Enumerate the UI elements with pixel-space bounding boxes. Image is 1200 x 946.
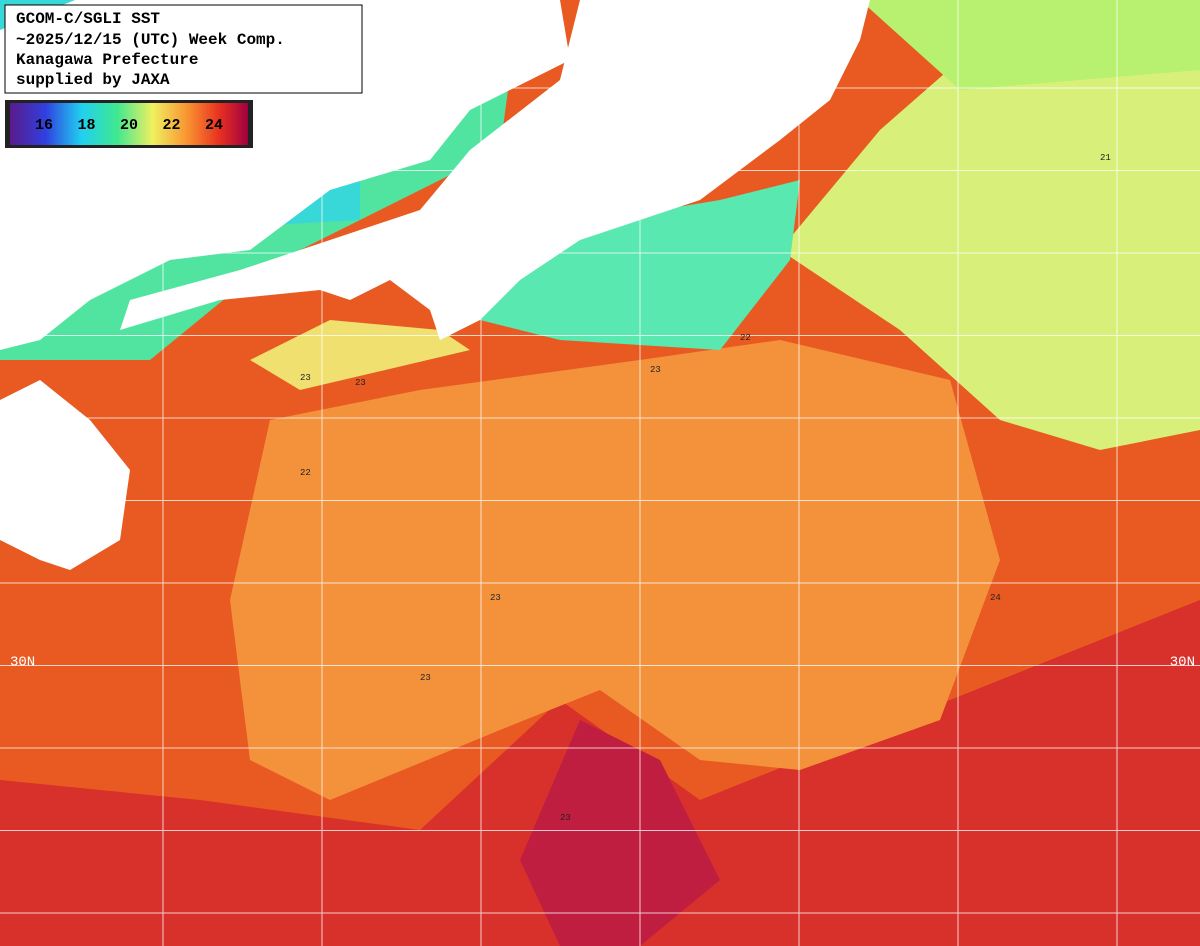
title-box: GCOM-C/SGLI SST ~2025/12/15 (UTC) Week C… <box>4 4 363 94</box>
colorbar-tick-label: 18 <box>77 117 95 134</box>
contour-label: 23 <box>490 593 501 603</box>
contour-label: 22 <box>300 468 311 478</box>
contour-label: 21 <box>1100 153 1111 163</box>
contour-label: 24 <box>990 593 1001 603</box>
title-line: supplied by JAXA <box>16 71 170 89</box>
coastal-water <box>250 320 470 390</box>
colorbar-tick-label: 16 <box>35 117 53 134</box>
contour-label: 23 <box>355 378 366 388</box>
colorbar-tick-label: 22 <box>162 117 180 134</box>
land <box>0 380 130 570</box>
contour-label: 23 <box>650 365 661 375</box>
latitude-label: 30N <box>10 655 35 671</box>
warm-core <box>520 720 720 946</box>
title-background <box>4 4 363 94</box>
warm-region <box>230 340 1000 800</box>
title-line: Kanagawa Prefecture <box>16 51 198 69</box>
colorbar-tick-label: 24 <box>205 117 223 134</box>
contour-label: 23 <box>420 673 431 683</box>
cool-region <box>860 0 1200 90</box>
cool-region <box>780 0 1200 450</box>
colorbar-tick-label: 20 <box>120 117 138 134</box>
contour-label: 23 <box>560 813 571 823</box>
colorbar: 16 18 20 22 24 <box>5 100 253 148</box>
title-line: ~2025/12/15 (UTC) Week Comp. <box>16 31 285 49</box>
colorbar-gradient <box>10 103 248 145</box>
title-line: GCOM-C/SGLI SST <box>16 10 160 28</box>
contour-label: 22 <box>740 333 751 343</box>
latitude-label: 30N <box>1170 655 1195 671</box>
longitude-label: 136E <box>483 3 499 37</box>
contour-label: 23 <box>300 373 311 383</box>
